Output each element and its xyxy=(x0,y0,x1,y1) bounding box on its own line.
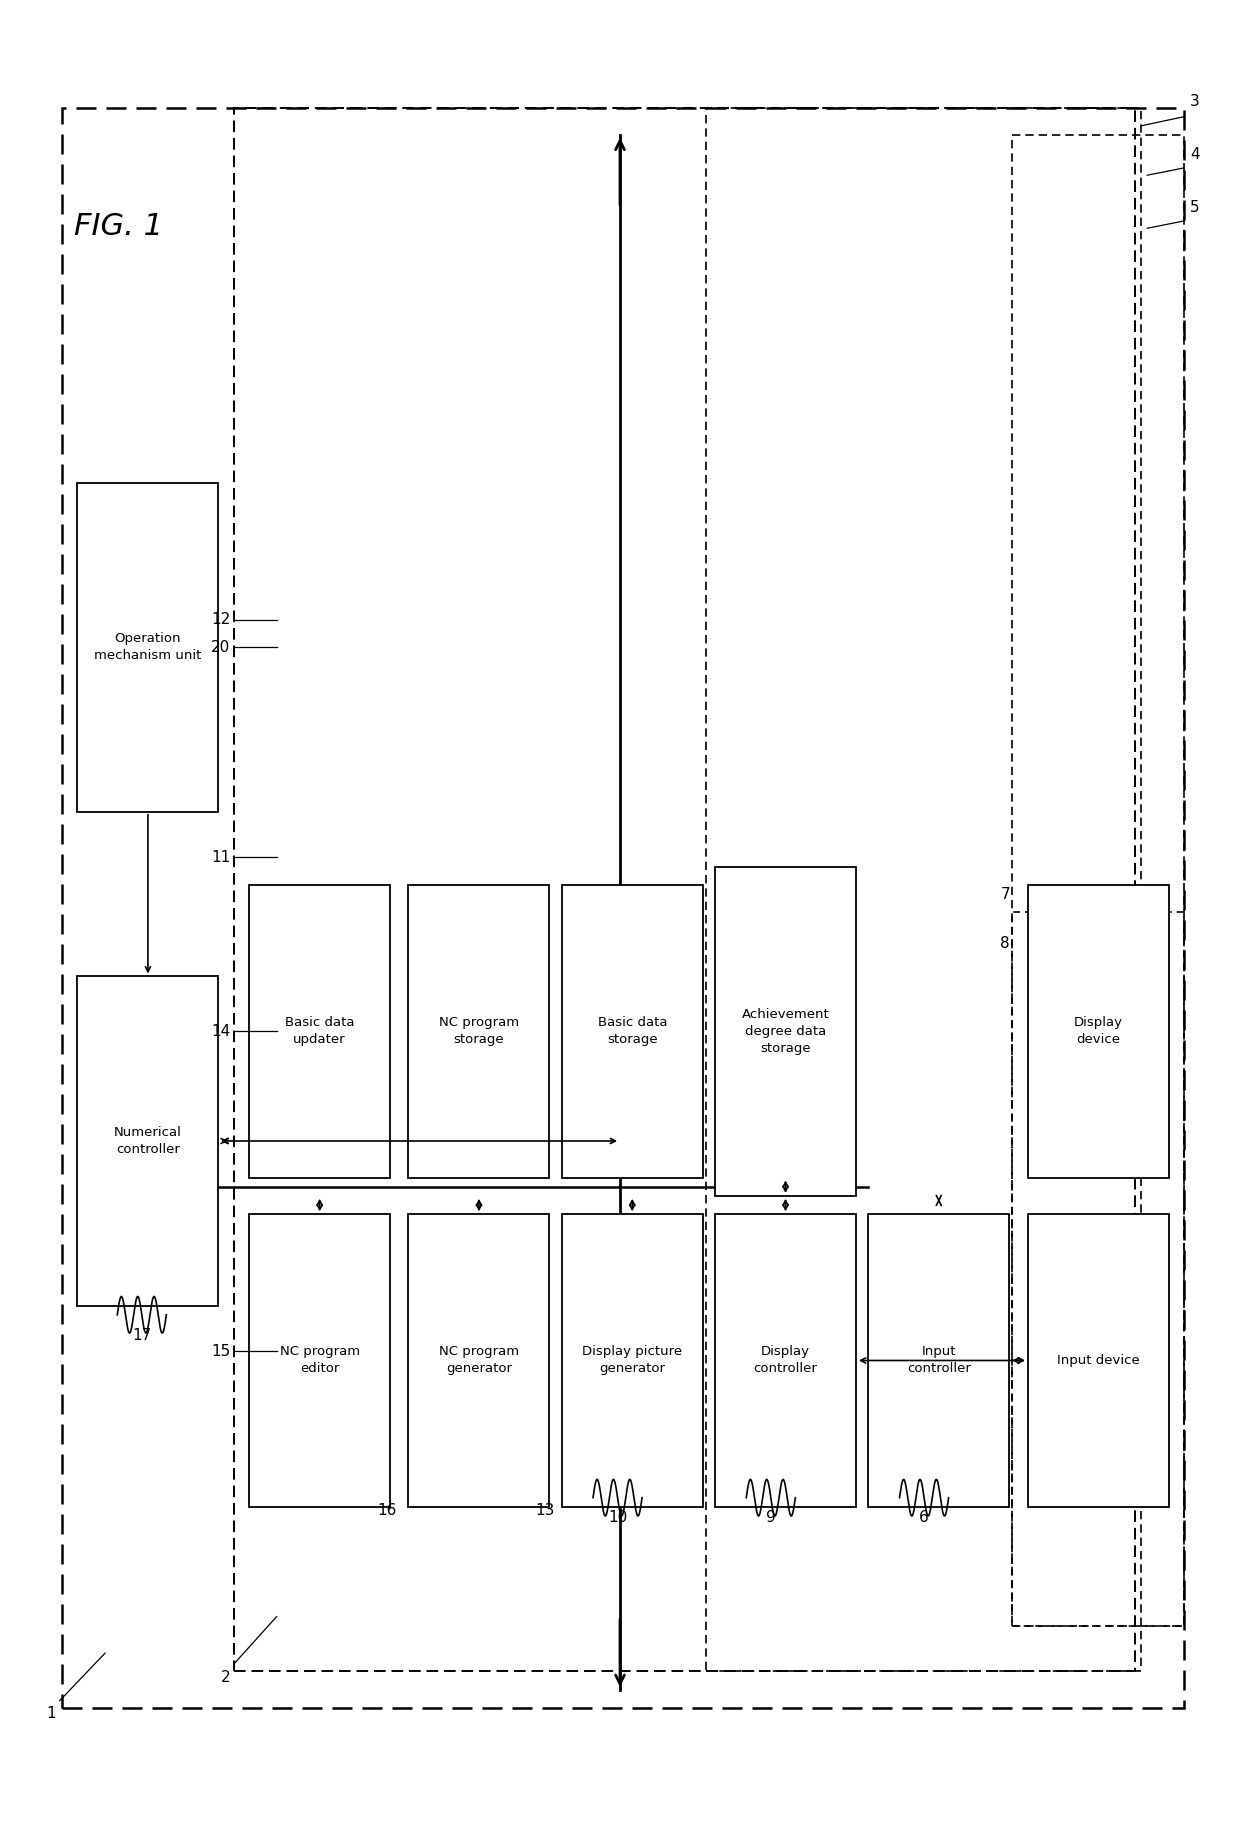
Bar xyxy=(249,1215,391,1508)
Text: Display picture
generator: Display picture generator xyxy=(583,1345,682,1375)
Text: Input device: Input device xyxy=(1056,1355,1140,1368)
Bar xyxy=(249,885,391,1178)
Bar xyxy=(562,1215,703,1508)
Bar xyxy=(1012,912,1184,1626)
Text: Display
controller: Display controller xyxy=(754,1345,817,1375)
Text: 1: 1 xyxy=(46,1707,56,1721)
Bar xyxy=(1012,135,1184,1626)
Text: NC program
storage: NC program storage xyxy=(439,1015,520,1047)
Text: Display
device: Display device xyxy=(1074,1015,1122,1047)
Text: 17: 17 xyxy=(133,1327,151,1342)
Text: 7: 7 xyxy=(1001,886,1009,901)
Text: 6: 6 xyxy=(919,1511,929,1526)
Text: 8: 8 xyxy=(1001,936,1009,951)
Bar xyxy=(77,977,218,1305)
Bar xyxy=(706,107,1141,1672)
Text: Basic data
updater: Basic data updater xyxy=(285,1015,355,1047)
Text: 20: 20 xyxy=(211,640,231,654)
Bar xyxy=(562,885,703,1178)
Text: Input
controller: Input controller xyxy=(906,1345,971,1375)
Bar xyxy=(62,107,1184,1708)
Bar xyxy=(1028,1215,1168,1508)
Text: 14: 14 xyxy=(211,1023,231,1039)
Bar xyxy=(234,107,1135,1672)
Text: 16: 16 xyxy=(377,1504,397,1519)
Text: 3: 3 xyxy=(1190,94,1200,109)
Text: 10: 10 xyxy=(608,1511,627,1526)
Text: 12: 12 xyxy=(211,612,231,627)
Bar xyxy=(1028,885,1168,1178)
Text: Operation
mechanism unit: Operation mechanism unit xyxy=(94,632,202,662)
Text: 9: 9 xyxy=(766,1511,776,1526)
Text: NC program
generator: NC program generator xyxy=(439,1345,520,1375)
Text: 5: 5 xyxy=(1190,201,1200,216)
Bar xyxy=(715,1215,856,1508)
Text: Basic data
storage: Basic data storage xyxy=(598,1015,667,1047)
Text: NC program
editor: NC program editor xyxy=(279,1345,360,1375)
Text: FIG. 1: FIG. 1 xyxy=(74,212,164,241)
Bar xyxy=(408,1215,549,1508)
Bar xyxy=(408,885,549,1178)
Bar xyxy=(868,1215,1009,1508)
Text: Achievement
degree data
storage: Achievement degree data storage xyxy=(742,1008,830,1054)
Text: 4: 4 xyxy=(1190,147,1200,162)
Bar xyxy=(715,866,856,1196)
Text: 2: 2 xyxy=(221,1670,231,1685)
Text: Numerical
controller: Numerical controller xyxy=(114,1126,182,1156)
Bar xyxy=(77,483,218,811)
Text: 11: 11 xyxy=(211,850,231,864)
Text: 15: 15 xyxy=(211,1344,231,1358)
Text: 13: 13 xyxy=(536,1504,556,1519)
